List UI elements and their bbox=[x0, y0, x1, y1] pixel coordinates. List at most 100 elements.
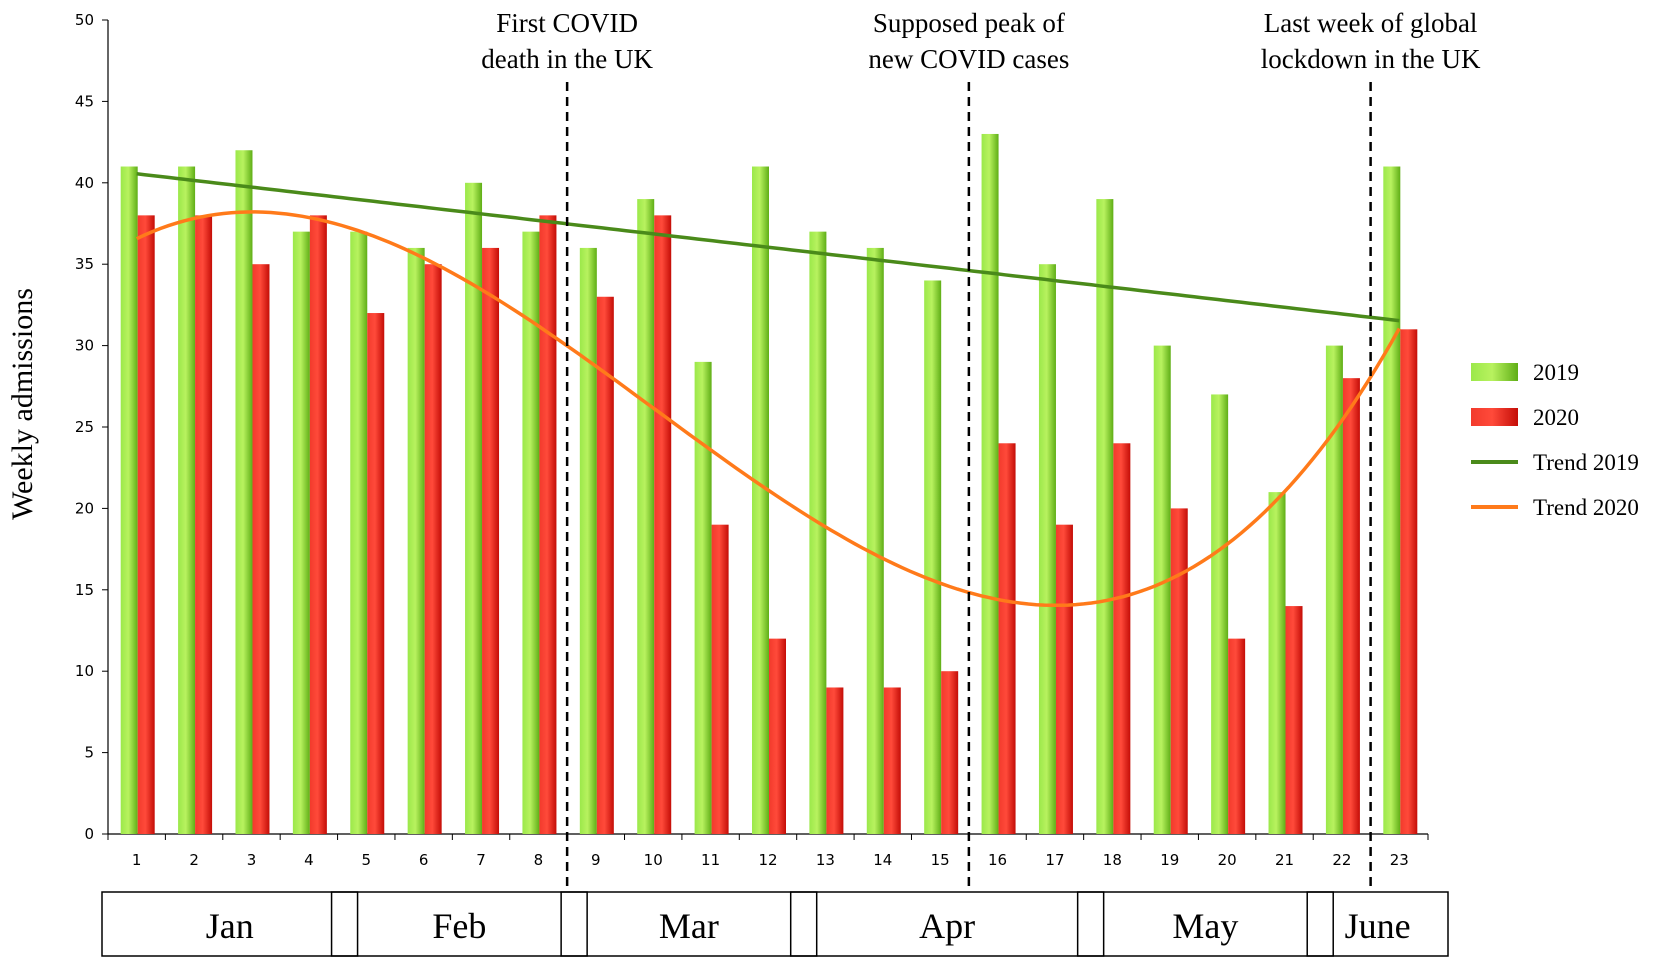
y-axis-title: Weekly admissions bbox=[6, 288, 39, 520]
legend-label-Trend 2020: Trend 2020 bbox=[1533, 495, 1639, 520]
x-tick-label: 17 bbox=[1045, 851, 1064, 869]
month-box-Feb bbox=[330, 891, 588, 957]
x-tick-label: 8 bbox=[534, 851, 544, 869]
y-tick-label: 30 bbox=[75, 337, 94, 355]
bar-2019-week-20 bbox=[1211, 394, 1229, 834]
bar-2019-week-23 bbox=[1383, 166, 1401, 834]
x-tick-label: 9 bbox=[591, 851, 601, 869]
annotation-1-line-1: First COVID bbox=[496, 8, 638, 38]
annotation-2-line-1: Supposed peak of bbox=[873, 8, 1065, 38]
annotation-3-line-2: lockdown in the UK bbox=[1261, 44, 1481, 74]
month-box-Mar bbox=[560, 891, 818, 957]
bar-2019-week-4 bbox=[292, 231, 310, 834]
y-tick-label: 50 bbox=[75, 11, 94, 29]
bar-2019-week-14 bbox=[866, 247, 884, 835]
bar-2019-week-18 bbox=[1096, 199, 1114, 834]
x-tick-label: 18 bbox=[1103, 851, 1122, 869]
y-tick-label: 40 bbox=[75, 174, 94, 192]
x-tick-label: 11 bbox=[701, 851, 720, 869]
month-box-May bbox=[1076, 891, 1334, 957]
bar-2020-week-11 bbox=[711, 524, 729, 834]
bar-2020-week-20 bbox=[1228, 638, 1246, 834]
trend-line-Trend 2019 bbox=[136, 172, 1400, 323]
month-label-May: May bbox=[1172, 906, 1238, 946]
legend-swatch-2020 bbox=[1471, 408, 1518, 426]
bar-2020-week-2 bbox=[195, 215, 213, 835]
bar-2020-week-16 bbox=[998, 443, 1016, 834]
month-box-Jan bbox=[101, 891, 359, 957]
legend-label-2020: 2020 bbox=[1533, 405, 1579, 430]
month-box-Apr bbox=[789, 891, 1105, 957]
y-tick-label: 10 bbox=[75, 662, 94, 680]
month-label-Feb: Feb bbox=[432, 906, 486, 946]
bar-2019-week-22 bbox=[1325, 345, 1343, 834]
bar-2020-week-10 bbox=[654, 215, 672, 835]
month-label-Mar: Mar bbox=[659, 906, 719, 946]
bar-2020-week-14 bbox=[883, 687, 901, 834]
x-tick-label: 14 bbox=[873, 851, 892, 869]
legend-label-2019: 2019 bbox=[1533, 360, 1579, 385]
bar-2020-week-3 bbox=[252, 264, 270, 834]
x-tick-label: 2 bbox=[189, 851, 199, 869]
bar-2020-week-17 bbox=[1055, 524, 1073, 834]
bar-2020-week-18 bbox=[1113, 443, 1131, 834]
x-tick-label: 1 bbox=[132, 851, 142, 869]
y-tick-label: 45 bbox=[75, 92, 94, 110]
bar-2019-week-2 bbox=[178, 166, 196, 834]
x-tick-label: 4 bbox=[304, 851, 314, 869]
bar-2020-week-23 bbox=[1400, 329, 1418, 834]
bar-2019-week-1 bbox=[120, 166, 138, 834]
legend-label-Trend 2019: Trend 2019 bbox=[1533, 450, 1639, 475]
y-tick-label: 35 bbox=[75, 255, 94, 273]
month-box-June bbox=[1306, 891, 1449, 957]
bar-2020-week-19 bbox=[1170, 508, 1188, 834]
annotation-2-line-2: new COVID cases bbox=[868, 44, 1069, 74]
bar-2020-week-21 bbox=[1285, 606, 1303, 834]
bar-2020-week-5 bbox=[367, 313, 385, 834]
bar-2019-week-3 bbox=[235, 150, 253, 835]
x-tick-label: 3 bbox=[247, 851, 257, 869]
y-tick-label: 0 bbox=[84, 825, 94, 843]
x-tick-label: 6 bbox=[419, 851, 429, 869]
bar-2020-week-12 bbox=[769, 638, 786, 834]
bar-2019-week-8 bbox=[522, 231, 540, 834]
bar-2020-week-22 bbox=[1342, 378, 1360, 834]
bar-2019-week-17 bbox=[1038, 264, 1056, 834]
legend-swatch-2019 bbox=[1471, 363, 1518, 381]
x-tick-label: 12 bbox=[758, 851, 777, 869]
x-tick-label: 13 bbox=[816, 851, 835, 869]
bar-2020-week-15 bbox=[941, 671, 959, 834]
trend-line-Trend 2020 bbox=[135, 210, 1401, 608]
month-label-Apr: Apr bbox=[919, 906, 975, 946]
bar-2020-week-7 bbox=[482, 247, 500, 835]
bar-2020-week-9 bbox=[596, 296, 614, 834]
x-tick-label: 20 bbox=[1218, 851, 1237, 869]
bar-2020-week-1 bbox=[137, 215, 155, 835]
bar-2020-week-6 bbox=[424, 264, 442, 834]
y-tick-label: 20 bbox=[75, 499, 94, 517]
month-label-Jan: Jan bbox=[206, 906, 254, 946]
x-tick-label: 16 bbox=[988, 851, 1007, 869]
bar-2019-week-10 bbox=[637, 199, 655, 834]
bar-2019-week-19 bbox=[1153, 345, 1171, 834]
bar-2019-week-16 bbox=[981, 133, 999, 834]
annotation-1-line-2: death in the UK bbox=[481, 44, 653, 74]
bar-2019-week-12 bbox=[752, 166, 769, 834]
bar-2020-week-13 bbox=[826, 687, 844, 834]
bar-2019-week-7 bbox=[465, 182, 483, 835]
x-tick-label: 15 bbox=[931, 851, 950, 869]
bar-2019-week-5 bbox=[350, 231, 368, 834]
bar-2019-week-9 bbox=[579, 247, 597, 835]
x-tick-label: 21 bbox=[1275, 851, 1294, 869]
y-tick-label: 15 bbox=[75, 581, 94, 599]
x-tick-label: 5 bbox=[361, 851, 371, 869]
y-tick-label: 5 bbox=[84, 744, 94, 762]
bar-2019-week-11 bbox=[694, 361, 712, 834]
bar-2020-week-4 bbox=[309, 215, 327, 835]
annotation-3-line-1: Last week of global bbox=[1264, 8, 1478, 38]
x-tick-label: 22 bbox=[1332, 851, 1351, 869]
y-tick-label: 25 bbox=[75, 418, 94, 436]
bar-2019-week-15 bbox=[924, 280, 942, 835]
